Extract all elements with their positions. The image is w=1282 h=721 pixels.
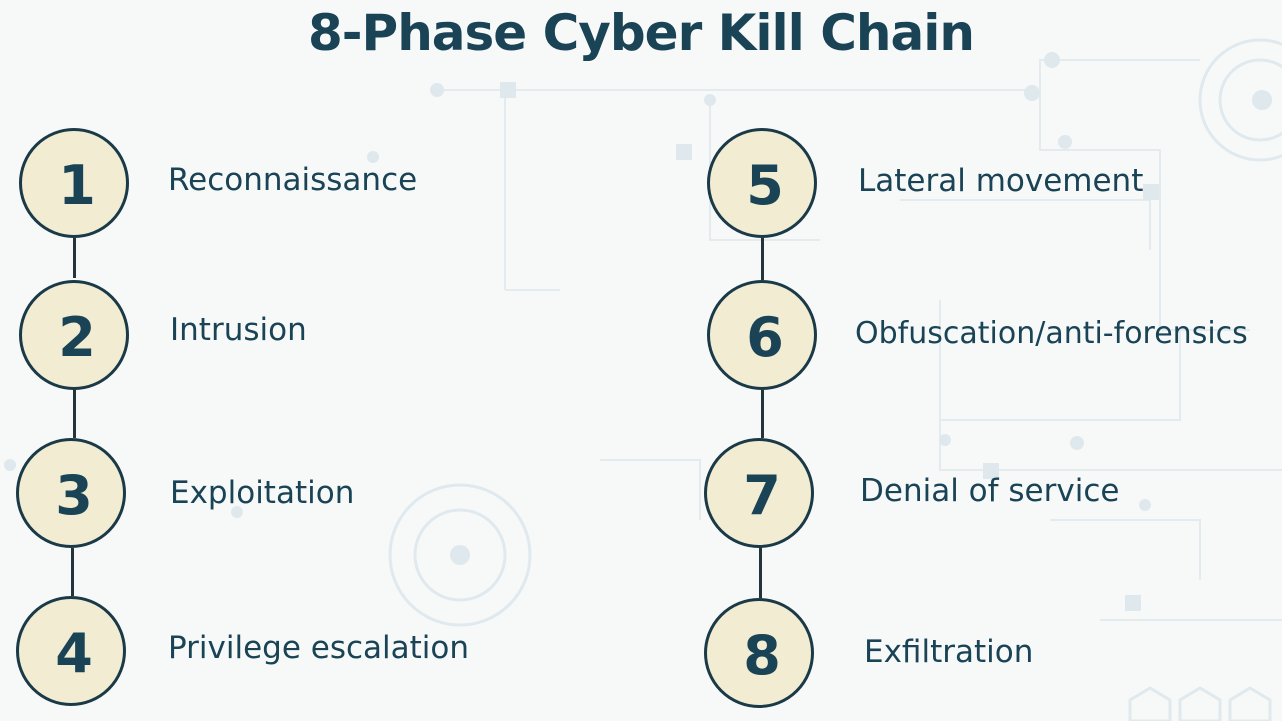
connector-7-8 — [759, 548, 762, 598]
phase-6-circle: 6 — [707, 280, 817, 390]
phase-4-circle: 4 — [16, 596, 126, 706]
connector-5-6 — [761, 238, 764, 280]
phase-5-circle: 5 — [707, 128, 817, 238]
connector-2-3 — [73, 388, 76, 438]
phase-7-label: Denial of service — [860, 473, 1120, 509]
page-title: 8-Phase Cyber Kill Chain — [308, 4, 975, 62]
phase-4-label: Privilege escalation — [168, 630, 470, 666]
phase-1-number: 1 — [58, 154, 96, 217]
connector-6-7 — [761, 390, 764, 438]
phase-2-label: Intrusion — [170, 312, 307, 348]
phase-3-circle: 3 — [16, 438, 126, 548]
phase-8-circle: 8 — [704, 598, 814, 708]
phase-1-label: Reconnaissance — [168, 162, 418, 198]
connector-3-4 — [71, 548, 74, 596]
phase-2-number: 2 — [58, 306, 96, 369]
phase-4-number: 4 — [55, 622, 93, 685]
phase-5-label: Lateral movement — [858, 163, 1144, 199]
phase-2-circle: 2 — [19, 280, 129, 390]
phase-6-number: 6 — [746, 306, 784, 369]
phase-3-label: Exploitation — [170, 475, 355, 511]
phase-7-number: 7 — [743, 464, 781, 527]
phase-8-number: 8 — [743, 624, 781, 687]
connector-1-2 — [73, 238, 76, 278]
phase-7-circle: 7 — [704, 438, 814, 548]
phase-8-label: Exfiltration — [864, 634, 1034, 670]
phase-1-circle: 1 — [19, 128, 129, 238]
phase-6-label: Obfuscation/anti-forensics — [855, 316, 1248, 351]
phase-3-number: 3 — [55, 464, 93, 527]
phase-5-number: 5 — [746, 154, 784, 217]
